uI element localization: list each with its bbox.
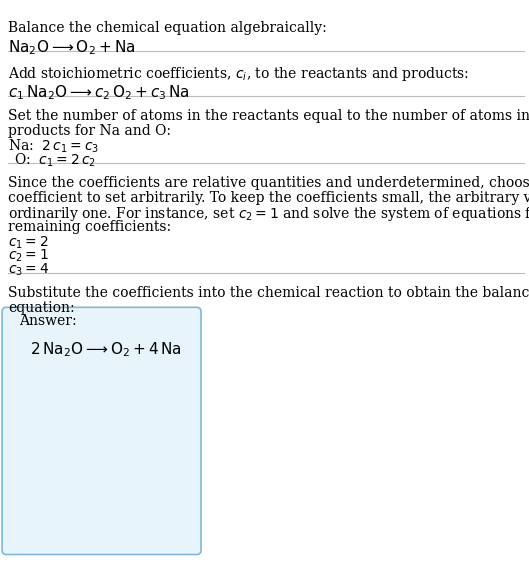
Text: products for Na and O:: products for Na and O: (8, 124, 171, 138)
Text: Answer:: Answer: (20, 314, 77, 328)
Text: $c_1 = 2$: $c_1 = 2$ (8, 234, 49, 251)
Text: Set the number of atoms in the reactants equal to the number of atoms in the: Set the number of atoms in the reactants… (8, 109, 529, 123)
Text: ordinarily one. For instance, set $c_2 = 1$ and solve the system of equations fo: ordinarily one. For instance, set $c_2 =… (8, 205, 529, 223)
Text: Balance the chemical equation algebraically:: Balance the chemical equation algebraica… (8, 21, 327, 35)
Text: $c_1\,\mathrm{Na_2O} \longrightarrow c_2\,\mathrm{O_2} + c_3\,\mathrm{Na}$: $c_1\,\mathrm{Na_2O} \longrightarrow c_2… (8, 83, 190, 102)
Text: $c_2 = 1$: $c_2 = 1$ (8, 248, 49, 264)
Text: coefficient to set arbitrarily. To keep the coefficients small, the arbitrary va: coefficient to set arbitrarily. To keep … (8, 191, 529, 205)
Text: $c_3 = 4$: $c_3 = 4$ (8, 261, 49, 278)
Text: Since the coefficients are relative quantities and underdetermined, choose a: Since the coefficients are relative quan… (8, 176, 529, 190)
Text: Na:  $2\,c_1 = c_3$: Na: $2\,c_1 = c_3$ (8, 138, 99, 155)
Text: $2\,\mathrm{Na_2O} \longrightarrow \mathrm{O_2} + 4\,\mathrm{Na}$: $2\,\mathrm{Na_2O} \longrightarrow \math… (30, 340, 182, 359)
Text: O:  $c_1 = 2\,c_2$: O: $c_1 = 2\,c_2$ (14, 151, 96, 169)
FancyBboxPatch shape (2, 307, 201, 555)
Text: remaining coefficients:: remaining coefficients: (8, 220, 171, 234)
Text: Substitute the coefficients into the chemical reaction to obtain the balanced: Substitute the coefficients into the che… (8, 286, 529, 300)
Text: $\mathrm{Na_2O} \longrightarrow \mathrm{O_2} + \mathrm{Na}$: $\mathrm{Na_2O} \longrightarrow \mathrm{… (8, 38, 135, 57)
Text: equation:: equation: (8, 301, 75, 315)
Text: Add stoichiometric coefficients, $c_i$, to the reactants and products:: Add stoichiometric coefficients, $c_i$, … (8, 65, 469, 83)
